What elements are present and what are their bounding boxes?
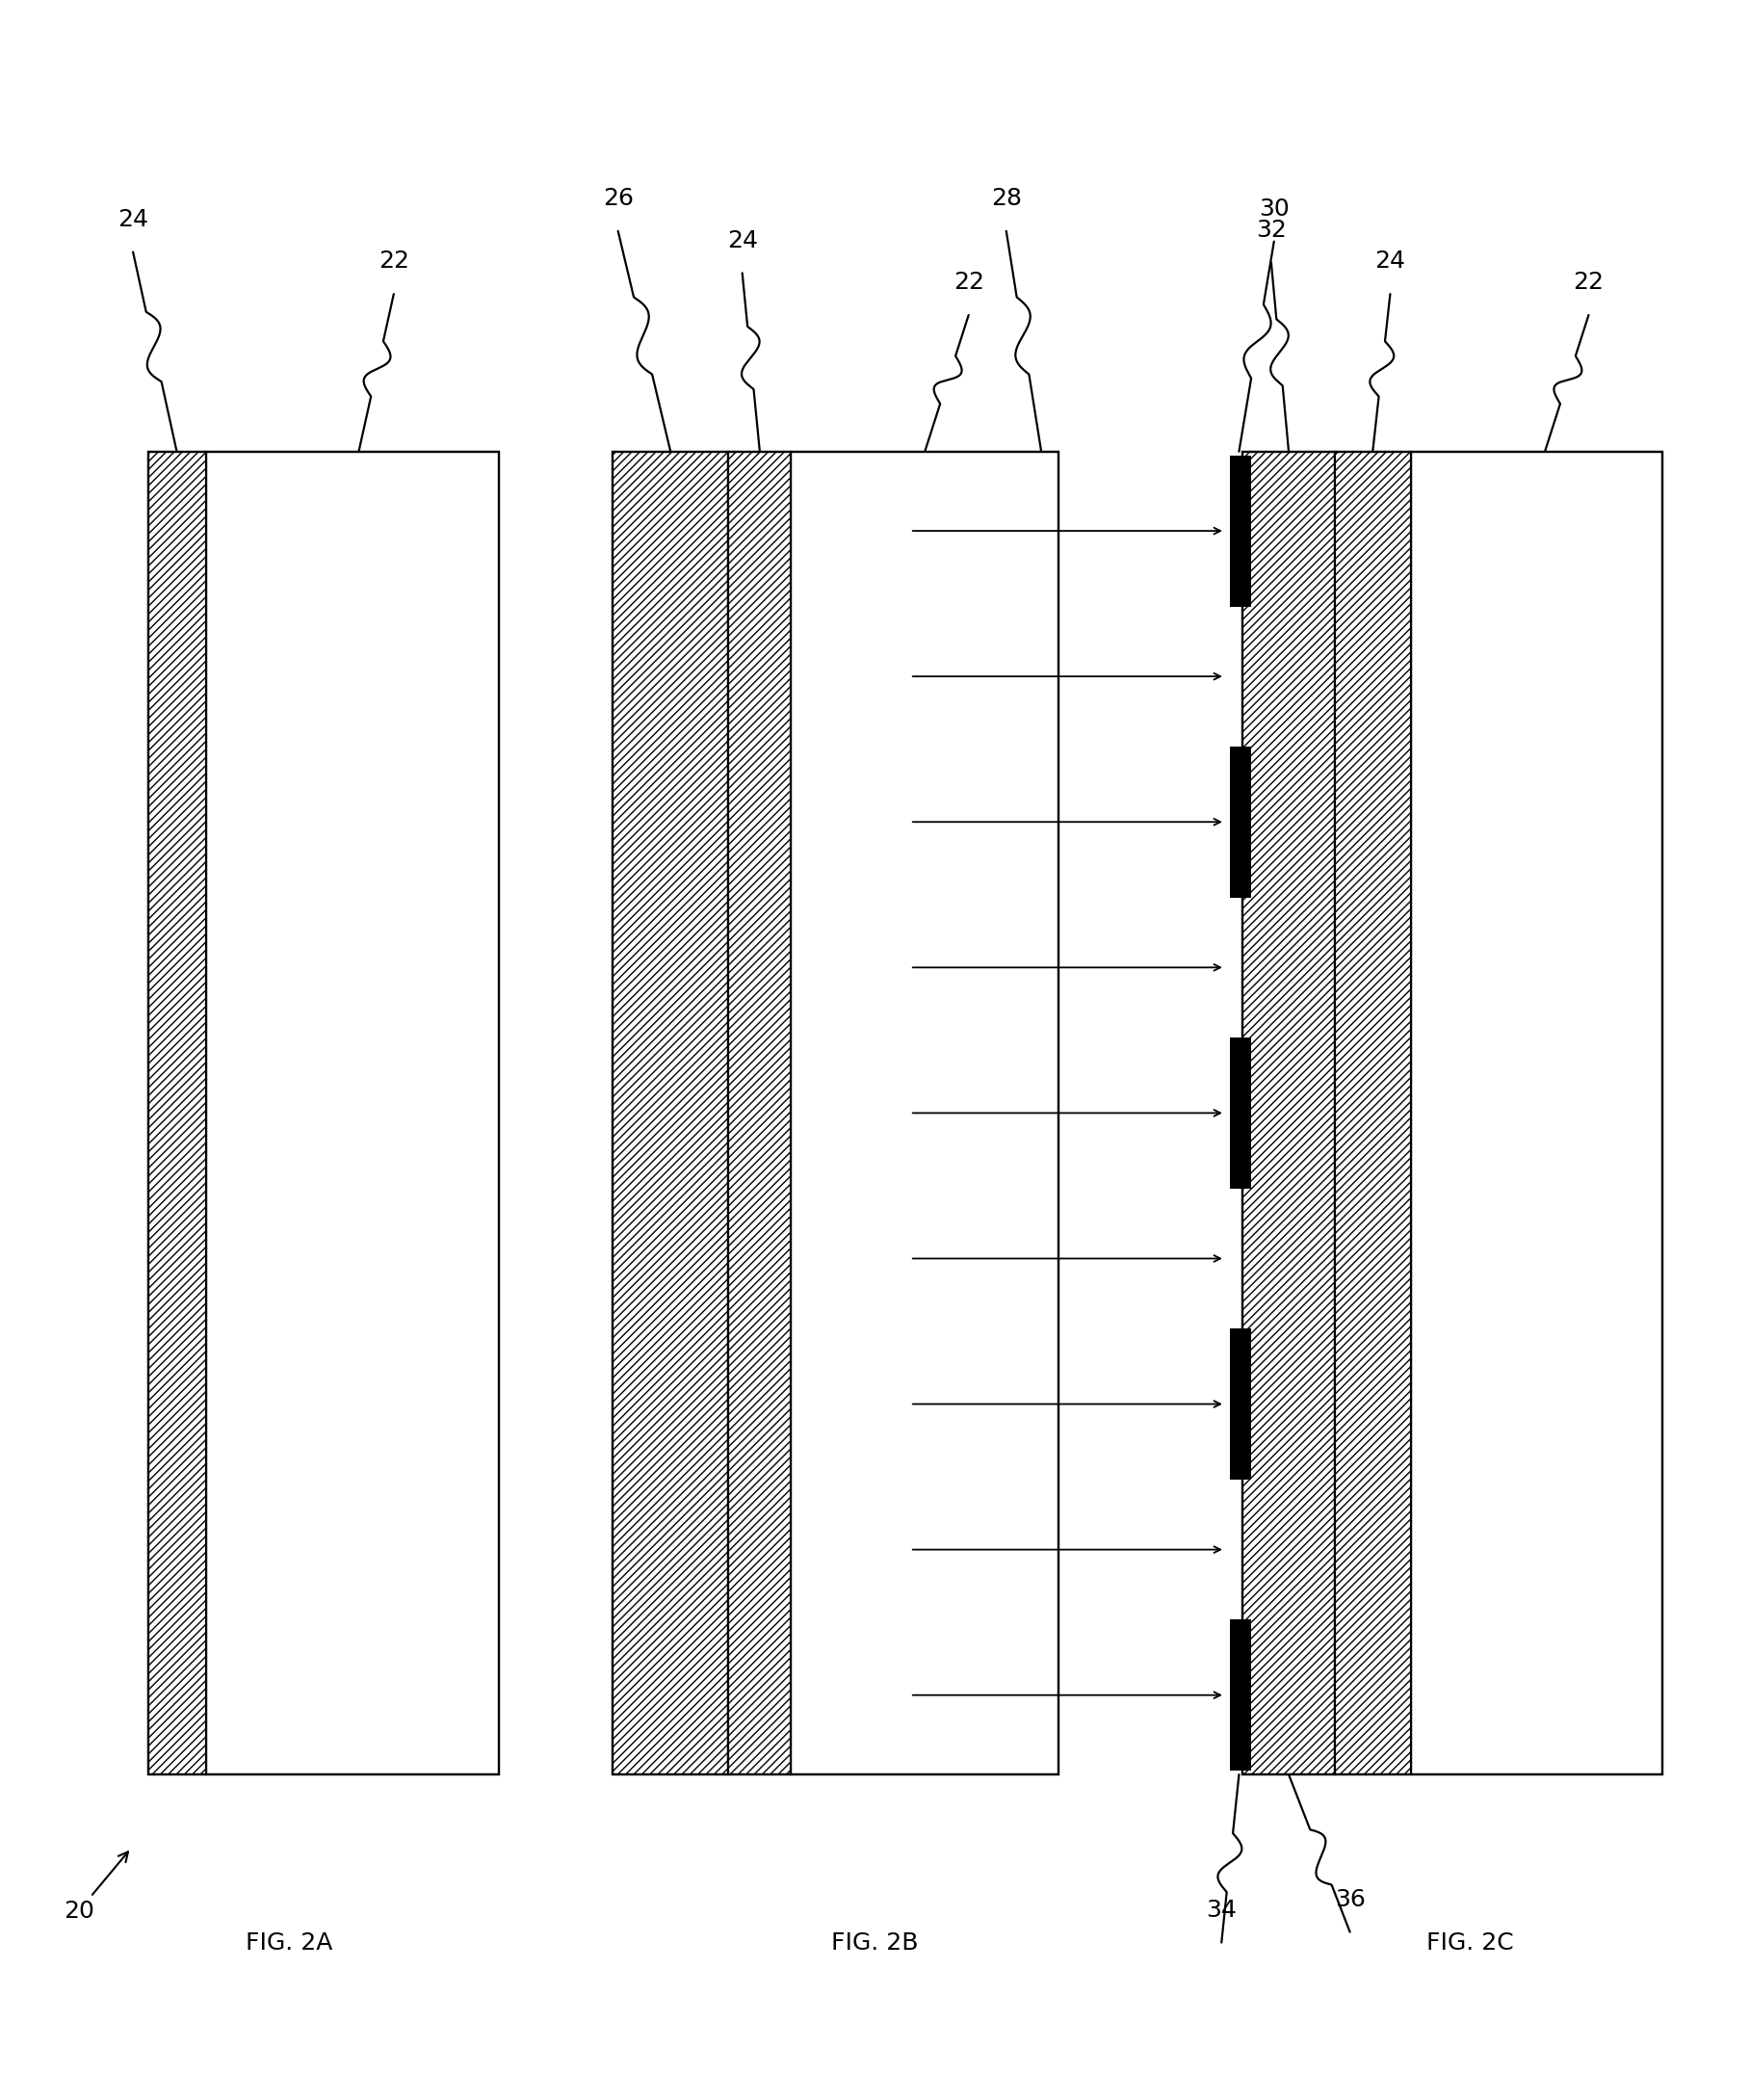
- Text: 28: 28: [990, 187, 1022, 210]
- Text: 22: 22: [1573, 271, 1605, 294]
- Bar: [1230, 746, 1251, 897]
- Text: 22: 22: [378, 250, 410, 273]
- Text: 24: 24: [117, 208, 149, 231]
- Text: 22: 22: [954, 271, 984, 294]
- Bar: [149, 452, 499, 1775]
- Bar: [1335, 452, 1411, 1775]
- Text: 34: 34: [1206, 1898, 1237, 1922]
- Text: 24: 24: [726, 229, 758, 252]
- Text: 24: 24: [1376, 250, 1405, 273]
- Bar: [206, 452, 499, 1775]
- Bar: [612, 452, 1059, 1775]
- Bar: [1230, 1037, 1251, 1189]
- Bar: [149, 452, 207, 1775]
- Text: FIG. 2B: FIG. 2B: [831, 1930, 919, 1955]
- Bar: [1230, 1329, 1251, 1480]
- Bar: [1411, 452, 1663, 1775]
- Text: FIG. 2C: FIG. 2C: [1426, 1930, 1514, 1955]
- Text: FIG. 2A: FIG. 2A: [245, 1930, 333, 1955]
- Text: 36: 36: [1335, 1888, 1365, 1911]
- Bar: [1242, 452, 1335, 1775]
- Text: 30: 30: [1258, 197, 1290, 220]
- Bar: [612, 452, 728, 1775]
- Bar: [1230, 456, 1251, 607]
- Text: 20: 20: [63, 1852, 128, 1924]
- Bar: [728, 452, 791, 1775]
- Bar: [1242, 452, 1662, 1775]
- Text: 26: 26: [602, 187, 634, 210]
- Text: 32: 32: [1256, 218, 1286, 242]
- Bar: [1230, 1619, 1251, 1770]
- Bar: [791, 452, 1059, 1775]
